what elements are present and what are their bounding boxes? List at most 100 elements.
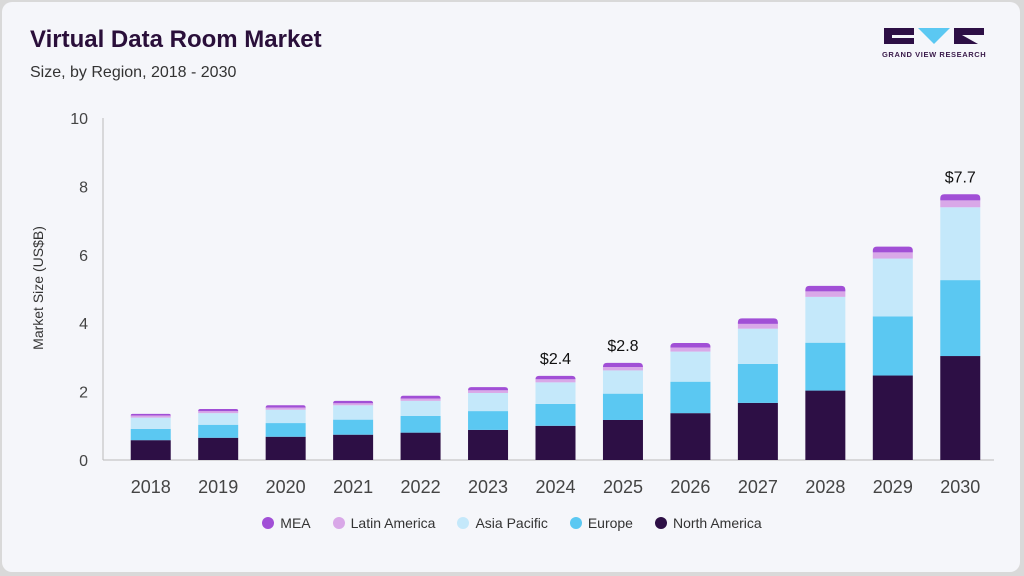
bar-segment-latin-america [602, 366, 643, 371]
bar-segment-europe [535, 403, 576, 426]
chart-legend: MEA Latin America Asia Pacific Europe North … [0, 515, 1024, 531]
bar-segment-north-america [265, 436, 306, 460]
bar-segment-europe [198, 424, 239, 438]
bar-segment-latin-america [400, 398, 441, 401]
legend-swatch [262, 517, 275, 529]
bar-segment-mea [468, 387, 509, 391]
bar-segment-north-america [670, 413, 711, 460]
y-tick-label: 0 [79, 453, 88, 470]
x-tick-label: 2026 [670, 477, 710, 497]
legend-item-north-america: North America [654, 515, 762, 531]
annotations-group: $2.4 $2.8 $7.7 [540, 169, 976, 368]
grand-view-research-logo: GRAND VIEW RESEARCH [882, 26, 986, 62]
legend-swatch [654, 517, 667, 529]
legend-label: Europe [587, 515, 633, 531]
bar-segment-north-america [333, 434, 374, 460]
bar-segment-europe [130, 428, 171, 441]
bar-segment-latin-america [535, 379, 576, 383]
bar-segment-north-america [805, 390, 846, 460]
x-tick-label: 2019 [198, 477, 238, 497]
bar-segment-latin-america [940, 200, 981, 208]
bar-segment-europe [468, 411, 509, 430]
bar-segment-mea [400, 395, 441, 399]
x-tick-label: 2022 [401, 477, 441, 497]
bar-segment-north-america [940, 356, 981, 460]
bar-segment-north-america [535, 425, 576, 460]
legend-label: MEA [280, 515, 311, 531]
legend-swatch [457, 517, 470, 529]
bar-segment-asia-pacific [670, 351, 711, 382]
x-tick-label: 2025 [603, 477, 643, 497]
x-tick-label: 2020 [266, 477, 306, 497]
bar-segment-north-america [737, 402, 778, 460]
bar-total-label: $2.4 [540, 351, 571, 368]
bar-segment-north-america [400, 432, 441, 460]
bar-segment-mea [265, 405, 306, 408]
bar-segment-asia-pacific [737, 328, 778, 364]
bar-segment-latin-america [468, 390, 509, 393]
bar-total-label: $2.8 [607, 338, 638, 355]
bar-segment-latin-america [198, 411, 239, 414]
x-tick-label: 2027 [738, 477, 778, 497]
bar-segment-latin-america [872, 252, 913, 259]
legend-item-europe: Europe [569, 515, 633, 531]
legend-item-asia-pacific: Asia Pacific [457, 515, 548, 531]
bar-total-label: $7.7 [945, 169, 976, 186]
bar-segment-mea [130, 413, 171, 416]
bar-segment-asia-pacific [872, 258, 913, 317]
legend-item-latin-america: Latin America [332, 515, 436, 531]
bar-segment-north-america [468, 429, 509, 460]
y-tick-label: 8 [79, 179, 88, 196]
x-tick-label: 2018 [131, 477, 171, 497]
x-tick-label: 2029 [873, 477, 913, 497]
bar-segment-asia-pacific [130, 417, 171, 429]
bar-segment-mea [805, 285, 846, 292]
legend-label: Latin America [350, 515, 436, 531]
bar-segment-latin-america [265, 407, 306, 410]
bar-segment-asia-pacific [468, 392, 509, 412]
legend-swatch [332, 517, 345, 529]
bar-segment-europe [670, 381, 711, 414]
bar-segment-mea [333, 400, 374, 404]
y-axis-ticks: 0 2 4 6 8 10 [70, 111, 88, 470]
x-axis-ticks: 2018 2019 2020 2021 2022 2023 2024 2025 2026 2027… [131, 477, 981, 497]
chart-title: Virtual Data Room Market [30, 26, 322, 53]
bar-segment-mea [737, 318, 778, 324]
x-tick-label: 2023 [468, 477, 508, 497]
y-tick-label: 2 [79, 385, 88, 402]
bar-segment-north-america [602, 419, 643, 460]
y-tick-label: 6 [79, 248, 88, 265]
bar-segment-europe [805, 342, 846, 391]
logo-text: GRAND VIEW RESEARCH [882, 50, 987, 59]
legend-item-mea: MEA [262, 515, 311, 531]
legend-label: Asia Pacific [475, 515, 548, 531]
y-tick-label: 4 [79, 316, 88, 333]
bar-segment-europe [333, 419, 374, 435]
bar-segment-mea [670, 343, 711, 348]
logo-mark-icon [884, 28, 984, 44]
bars-group [130, 194, 981, 460]
legend-swatch [569, 517, 582, 529]
x-tick-label: 2028 [805, 477, 845, 497]
x-tick-label: 2030 [940, 477, 980, 497]
bar-segment-latin-america [737, 323, 778, 329]
bar-segment-north-america [872, 375, 913, 460]
bar-segment-latin-america [130, 415, 171, 418]
bar-segment-mea [940, 194, 981, 201]
bar-segment-asia-pacific [265, 409, 306, 424]
bar-segment-north-america [198, 437, 239, 460]
bar-segment-asia-pacific [535, 382, 576, 404]
bar-segment-europe [940, 280, 981, 357]
bar-segment-asia-pacific [940, 207, 981, 281]
bar-segment-mea [602, 362, 643, 367]
chart-subtitle: Size, by Region, 2018 - 2030 [30, 64, 237, 81]
x-tick-label: 2024 [535, 477, 575, 497]
bar-segment-mea [872, 246, 913, 253]
x-tick-label: 2021 [333, 477, 373, 497]
bar-segment-europe [265, 423, 306, 437]
bar-segment-europe [602, 393, 643, 420]
y-tick-label: 10 [70, 111, 88, 128]
bar-segment-asia-pacific [198, 413, 239, 425]
